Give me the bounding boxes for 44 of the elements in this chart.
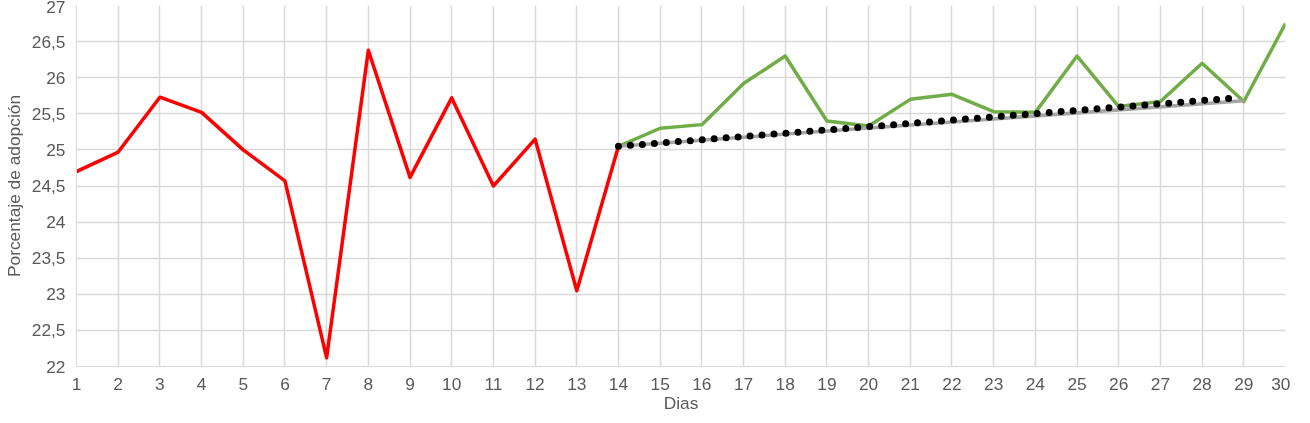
x-tick-label: 22	[942, 373, 962, 394]
x-tick-label: 6	[280, 373, 290, 394]
x-tick-label: 14	[608, 373, 629, 394]
x-tick-label: 15	[650, 373, 670, 394]
x-tick-label: 29	[1234, 373, 1254, 394]
y-axis-title: Porcentaje de adopción	[3, 94, 24, 278]
x-tick-label: 30	[1271, 373, 1291, 394]
x-tick-label: 9	[405, 373, 415, 394]
x-tick-label: 24	[1025, 373, 1046, 394]
y-tick-label: 24,5	[31, 176, 66, 196]
y-tick-label: 24	[46, 212, 66, 233]
y-tick-label: 26,5	[31, 31, 66, 52]
x-tick-label: 28	[1192, 373, 1212, 394]
x-tick-label: 25	[1067, 373, 1087, 394]
x-tick-label: 16	[692, 373, 712, 394]
x-tick-label: 10	[442, 373, 462, 394]
line-series	[76, 48, 621, 360]
y-tick-label: 22,5	[31, 320, 66, 341]
x-tick-label: 1	[71, 373, 82, 394]
y-tick-label: 23	[46, 284, 66, 305]
y-tick-label: 22	[46, 356, 66, 377]
x-tick-label: 26	[1109, 373, 1129, 394]
x-tick-label: 4	[196, 373, 207, 394]
x-tick-label: 11	[484, 373, 503, 394]
y-tick-label: 25	[46, 139, 66, 160]
y-tick-label: 23,5	[31, 248, 66, 269]
x-tick-label: 18	[775, 373, 795, 394]
x-tick-label: 19	[817, 373, 837, 394]
x-tick-label: 3	[155, 373, 165, 394]
x-tick-label: 21	[900, 373, 920, 394]
x-axis-title: Dias	[663, 392, 699, 413]
x-tick-label: 17	[733, 373, 754, 394]
y-tick-label: 27	[46, 0, 66, 17]
y-tick-label: 26	[46, 67, 66, 88]
x-tick-label: 23	[984, 373, 1004, 394]
x-tick-label: 5	[238, 373, 249, 394]
y-tick-label: 25,5	[31, 103, 66, 124]
x-tick-label: 2	[113, 373, 124, 394]
x-tick-label: 13	[567, 373, 587, 394]
x-tick-label: 8	[363, 373, 374, 394]
x-tick-label: 20	[858, 373, 879, 394]
x-tick-label: 7	[321, 373, 332, 394]
x-tick-label: 12	[525, 373, 545, 394]
x-tick-label: 27	[1150, 373, 1171, 394]
